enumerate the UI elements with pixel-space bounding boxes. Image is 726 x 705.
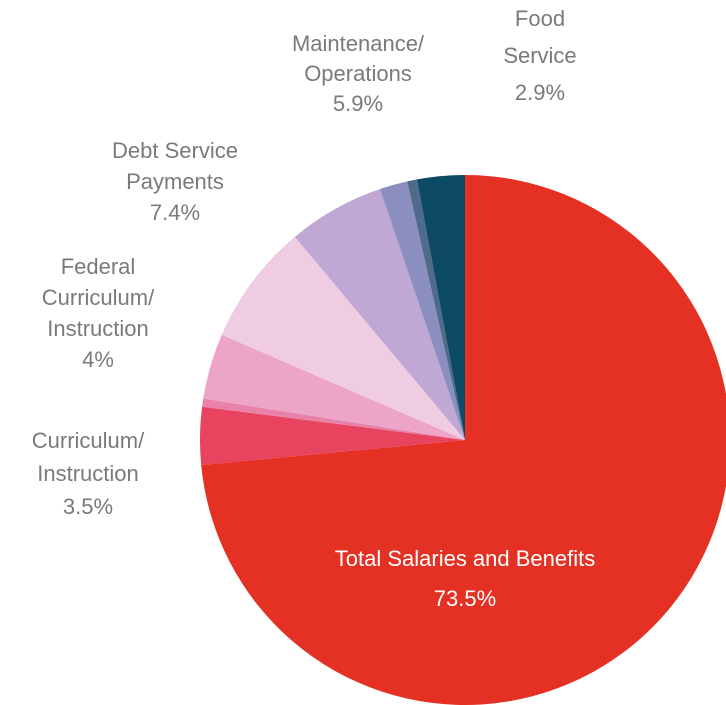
slice-label: Maintenance/ [292,31,425,56]
slice-value: 7.4% [150,200,200,225]
slice-label: Total Salaries and Benefits [335,546,596,571]
slice-label: Payments [126,169,224,194]
pie-slice [202,398,465,440]
pie-slice [201,175,726,705]
pie-slice [379,181,465,440]
slice-label: Instruction [47,316,149,341]
pie-slice [200,406,466,465]
slice-label: Instruction [37,461,139,486]
slice-label: Operations [304,61,412,86]
pie-slice [407,179,465,440]
slice-label: Debt Service [112,138,238,163]
slice-label: Food [515,6,565,31]
slice-value: 4% [82,347,114,372]
slice-value: 73.5% [434,586,496,611]
slice-value: 3.5% [63,494,113,519]
slice-value: 5.9% [333,91,383,116]
pie-slice [221,236,465,440]
slice-label: Curriculum/ [42,285,155,310]
pie-slice [416,175,465,440]
slice-label: Service [503,43,576,68]
pie-slice [294,189,465,440]
slice-value: 2.9% [515,80,565,105]
slice-label: Curriculum/ [32,428,145,453]
pie-slice [203,334,466,440]
slice-label: Federal [61,254,136,279]
